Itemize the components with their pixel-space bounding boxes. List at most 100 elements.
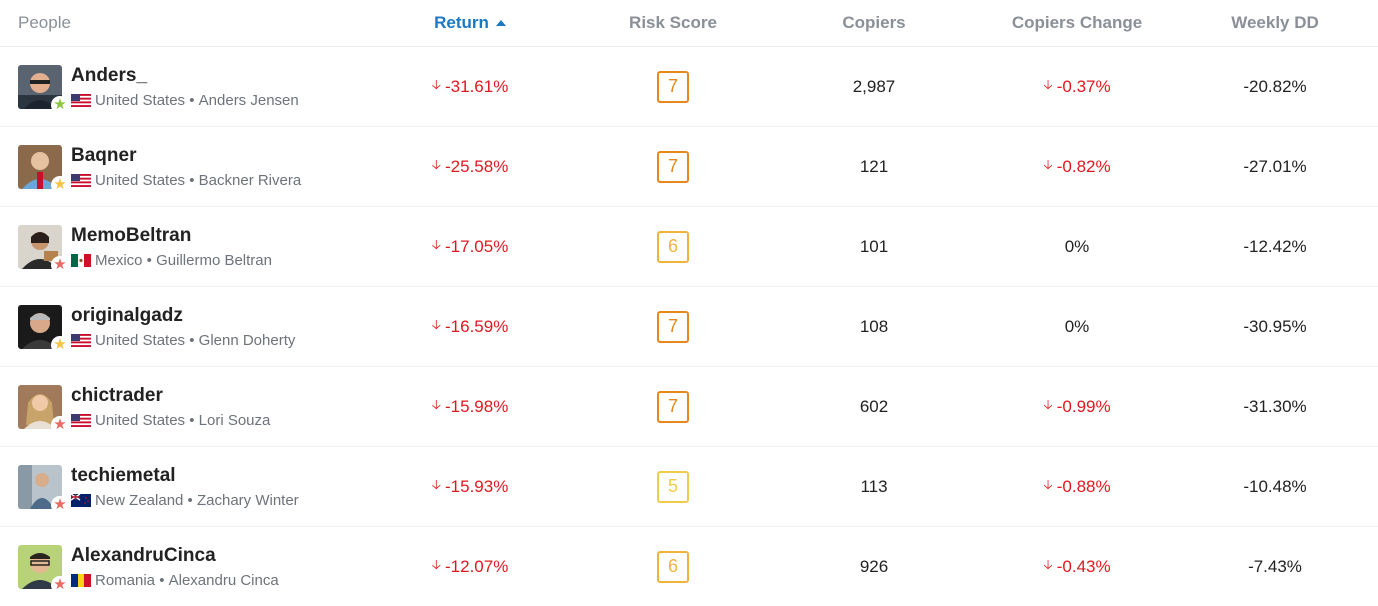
column-header-risk-score[interactable]: Risk Score <box>560 13 786 33</box>
return-value: -12.07% <box>445 556 509 576</box>
people-cell: ★ AlexandruCinca Romania • Alexandru Cin… <box>0 544 380 594</box>
country: United States <box>95 411 186 429</box>
copiers-change-cell: 🡣 -0.88% <box>962 476 1192 498</box>
username[interactable]: techiemetal <box>71 464 176 486</box>
table-row[interactable]: ★ chictrader United States • Lori Souza … <box>0 367 1378 447</box>
weekly-dd-cell: -30.95% <box>1192 317 1358 337</box>
table-row[interactable]: ★ MemoBeltran Mexico • Guillermo Beltran… <box>0 207 1378 287</box>
arrow-down-icon: 🡣 <box>1043 76 1053 92</box>
column-header-return[interactable]: Return <box>380 13 560 33</box>
column-header-weekly-dd[interactable]: Weekly DD <box>1192 13 1358 33</box>
risk-score-badge: 7 <box>657 70 689 103</box>
table-row[interactable]: ★ originalgadz United States • Glenn Doh… <box>0 287 1378 367</box>
risk-score-badge: 5 <box>657 470 689 503</box>
star-icon: ★ <box>51 255 69 274</box>
arrow-down-icon: 🡣 <box>1043 156 1053 172</box>
risk-cell: 7 <box>560 390 786 423</box>
column-header-label: Copiers Change <box>1011 13 1143 32</box>
username[interactable]: AlexandruCinca <box>71 544 216 566</box>
risk-score-badge: 7 <box>657 150 689 183</box>
table-row[interactable]: ★ AlexandruCinca Romania • Alexandru Cin… <box>0 527 1378 606</box>
arrow-down-icon: 🡣 <box>1043 396 1053 412</box>
copiers-change-value: 0% <box>1064 236 1090 256</box>
star-icon: ★ <box>51 335 69 354</box>
full-name: Lori Souza <box>198 411 271 429</box>
avatar[interactable]: ★ <box>18 64 69 114</box>
copiers-cell: 113 <box>786 477 962 497</box>
mexico-flag-icon <box>71 253 91 267</box>
column-header-label: Return <box>434 13 489 32</box>
return-value: -15.93% <box>445 476 509 496</box>
username[interactable]: Baqner <box>71 144 137 166</box>
return-value: -25.58% <box>445 156 509 176</box>
full-name: Alexandru Cinca <box>168 571 279 589</box>
weekly-dd-cell: -7.43% <box>1192 557 1358 577</box>
table-row[interactable]: ★ Baqner United States • Backner Rivera … <box>0 127 1378 207</box>
copiers-cell: 101 <box>786 237 962 257</box>
copiers-change-value: -0.99% <box>1056 396 1111 416</box>
username[interactable]: MemoBeltran <box>71 224 192 246</box>
avatar[interactable]: ★ <box>18 144 69 194</box>
arrow-down-icon: 🡣 <box>431 556 441 572</box>
avatar[interactable]: ★ <box>18 304 69 354</box>
copiers-change-cell: 0% <box>962 317 1192 337</box>
weekly-dd-value: -31.30% <box>1243 396 1307 416</box>
country: United States <box>95 91 186 109</box>
table-row[interactable]: ★ Anders_ United States • Anders Jensen … <box>0 47 1378 127</box>
return-value: -31.61% <box>445 76 509 96</box>
avatar[interactable]: ★ <box>18 224 69 274</box>
column-header-copiers-change[interactable]: Copiers Change <box>962 13 1192 33</box>
full-name: Glenn Doherty <box>198 331 296 349</box>
country: United States <box>95 171 186 189</box>
return-cell: 🡣 -17.05% <box>380 236 560 258</box>
copiers-change-cell: 🡣 -0.99% <box>962 396 1192 418</box>
people-cell: ★ MemoBeltran Mexico • Guillermo Beltran <box>0 224 380 274</box>
us-flag-icon <box>71 173 91 187</box>
weekly-dd-cell: -27.01% <box>1192 157 1358 177</box>
column-header-people[interactable]: People <box>0 13 380 33</box>
return-cell: 🡣 -15.98% <box>380 396 560 418</box>
avatar[interactable]: ★ <box>18 464 69 514</box>
us-flag-icon <box>71 93 91 107</box>
username[interactable]: originalgadz <box>71 304 183 326</box>
copiers-change-value: -0.37% <box>1056 76 1111 96</box>
weekly-dd-value: -20.82% <box>1243 76 1307 96</box>
full-name: Anders Jensen <box>198 91 299 109</box>
avatar[interactable]: ★ <box>18 384 69 434</box>
copiers-value: 101 <box>859 236 889 256</box>
weekly-dd-value: -10.48% <box>1243 476 1307 496</box>
weekly-dd-cell: -31.30% <box>1192 397 1358 417</box>
full-name: Zachary Winter <box>196 491 299 509</box>
risk-score-badge: 7 <box>657 310 689 343</box>
copiers-value: 926 <box>859 556 889 576</box>
return-cell: 🡣 -31.61% <box>380 76 560 98</box>
arrow-down-icon: 🡣 <box>431 236 441 252</box>
copiers-value: 108 <box>859 316 889 336</box>
username[interactable]: chictrader <box>71 384 163 406</box>
weekly-dd-value: -12.42% <box>1243 236 1307 256</box>
risk-cell: 7 <box>560 150 786 183</box>
username[interactable]: Anders_ <box>71 64 148 86</box>
column-header-copiers[interactable]: Copiers <box>786 13 962 33</box>
return-cell: 🡣 -25.58% <box>380 156 560 178</box>
column-header-label: Weekly DD <box>1231 13 1319 32</box>
avatar-image <box>18 224 62 269</box>
people-cell: ★ techiemetal New Zealand • Zachary Wint… <box>0 464 380 514</box>
risk-cell: 6 <box>560 230 786 263</box>
column-header-label: Copiers <box>842 13 906 32</box>
risk-score-badge: 6 <box>657 550 689 583</box>
weekly-dd-value: -7.43% <box>1248 556 1302 576</box>
copiers-value: 113 <box>860 476 888 496</box>
weekly-dd-cell: -12.42% <box>1192 237 1358 257</box>
country: New Zealand <box>95 491 184 509</box>
table-row[interactable]: ★ techiemetal New Zealand • Zachary Wint… <box>0 447 1378 527</box>
weekly-dd-cell: -10.48% <box>1192 477 1358 497</box>
star-icon: ★ <box>51 175 69 194</box>
risk-cell: 7 <box>560 70 786 103</box>
copiers-cell: 2,987 <box>786 77 962 97</box>
arrow-down-icon: 🡣 <box>431 76 441 92</box>
new-zealand-flag-icon <box>71 493 91 507</box>
copiers-change-cell: 0% <box>962 237 1192 257</box>
avatar[interactable]: ★ <box>18 544 69 594</box>
